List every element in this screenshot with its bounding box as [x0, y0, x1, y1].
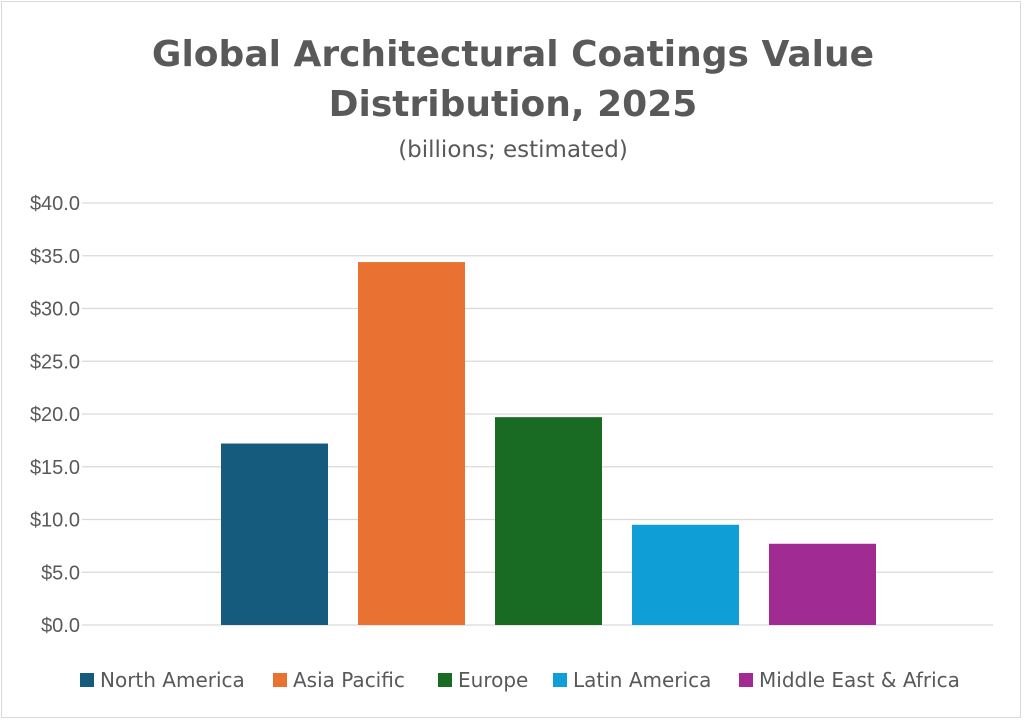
legend-swatch-latin-america [553, 673, 567, 687]
bar-north-america [221, 443, 328, 625]
bar-europe [495, 417, 602, 625]
y-tick-label: $15.0 [30, 457, 80, 479]
y-tick-label: $0.0 [41, 615, 80, 637]
legend-label-europe: Europe [458, 668, 528, 692]
chart-title-line-1: Global Architectural Coatings Value [151, 34, 875, 75]
legend-label-middle-east-africa: Middle East & Africa [759, 668, 960, 692]
legend-swatch-north-america [80, 673, 94, 687]
y-tick-label: $10.0 [30, 510, 80, 532]
chart-subtitle: (billions; estimated) [398, 137, 628, 163]
bar-latin-america [632, 524, 739, 625]
bar-middle-east-africa [769, 543, 876, 625]
legend-swatch-europe [438, 673, 452, 687]
y-tick-label: $25.0 [30, 351, 80, 373]
legend-label-asia-pacific: Asia Pacific [293, 668, 405, 692]
legend: North America Asia Pacific Europe Latin Ame… [80, 668, 960, 692]
legend-label-north-america: North America [100, 668, 245, 692]
chart-title-line-2: Distribution, 2025 [328, 84, 698, 125]
y-tick-label: $40.0 [30, 193, 80, 215]
bars [221, 262, 876, 625]
legend-swatch-asia-pacific [273, 673, 287, 687]
legend-swatch-middle-east-africa [739, 673, 753, 687]
chart-title: Global Architectural Coatings Value Dist… [2, 30, 1024, 130]
bar-asia-pacific [358, 262, 465, 625]
y-tick-label: $20.0 [30, 404, 80, 426]
y-tick-label: $5.0 [41, 562, 80, 584]
legend-label-latin-america: Latin America [573, 668, 711, 692]
y-axis-tick-labels: $0.0 $5.0 $10.0 $15.0 $20.0 $25.0 $30.0 $35.0 $4… [30, 193, 80, 637]
y-tick-label: $30.0 [30, 299, 80, 321]
y-tick-label: $35.0 [30, 246, 80, 268]
